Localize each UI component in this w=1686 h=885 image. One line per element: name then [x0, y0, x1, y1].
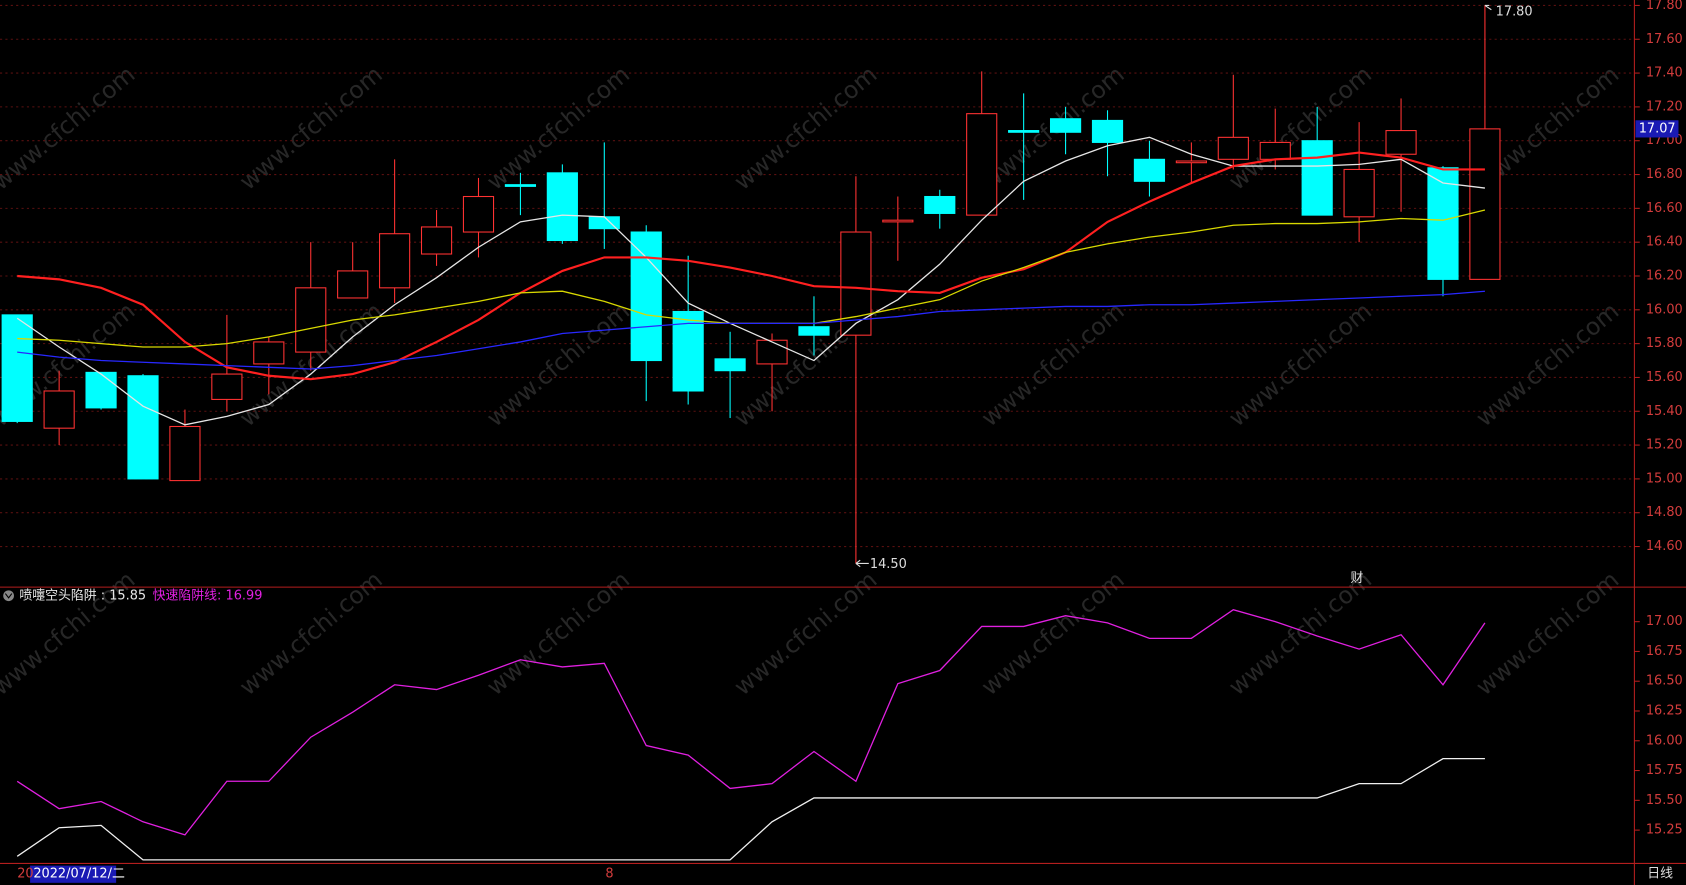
y-tick-label: 15.25	[1646, 823, 1683, 838]
candle-body	[253, 341, 285, 365]
candle-body	[882, 219, 914, 223]
y-tick-label: 15.60	[1646, 370, 1683, 385]
candle-body	[1385, 130, 1417, 155]
line	[16, 136, 1486, 426]
candle-body	[924, 195, 956, 214]
line	[17, 151, 1485, 381]
low-label: 14.50	[870, 557, 907, 572]
candle-body	[1091, 119, 1124, 143]
y-tick-label: 16.75	[1646, 644, 1683, 659]
y-tick-label: 15.20	[1646, 438, 1683, 453]
y-tick-label: 17.00	[1646, 614, 1683, 629]
y-tick-label: 16.00	[1646, 733, 1683, 748]
y-tick-label: 17.40	[1646, 66, 1683, 81]
candle-body	[756, 339, 788, 365]
legend-name: 快速陷阱线	[153, 588, 218, 603]
current-price: 17.07	[1639, 121, 1676, 136]
y-tick-label: 17.80	[1646, 0, 1683, 13]
candle-body	[1049, 118, 1082, 133]
legend: 喷嚏空头陷阱 : 15.85 快速陷阱线: 16.99	[19, 588, 262, 603]
legend-value: 16.99	[226, 588, 263, 603]
y-tick-label: 15.80	[1646, 336, 1683, 351]
legend-value: 15.85	[109, 588, 146, 603]
candle-body	[1008, 130, 1040, 133]
legend-icon-arrow	[4, 593, 13, 599]
y-tick-label: 16.20	[1646, 268, 1683, 283]
date-box	[30, 865, 117, 883]
candle-body	[337, 270, 369, 299]
legend-separator: :	[97, 588, 110, 603]
high-arrow	[1484, 4, 1492, 11]
candle-body	[43, 390, 75, 429]
cursor-date: 2022/07/12/二	[33, 867, 125, 882]
candle-body	[1469, 128, 1501, 280]
footer-mark: 8	[605, 867, 613, 882]
y-tick-label: 14.80	[1646, 505, 1683, 520]
candle-body	[630, 231, 662, 362]
y-tick-label: 16.50	[1646, 674, 1683, 689]
candle-body	[1301, 140, 1333, 216]
candle-body	[1133, 158, 1166, 182]
candle-body	[1, 314, 33, 422]
y-tick-label: 17.60	[1646, 32, 1683, 47]
candle-body	[798, 326, 830, 336]
candle-body	[1259, 141, 1291, 160]
candle-body	[420, 226, 453, 255]
candle-body	[462, 195, 495, 233]
candle-body	[504, 184, 537, 187]
y-tick-label: 16.00	[1646, 302, 1683, 317]
y-tick-label: 15.00	[1646, 471, 1683, 486]
line	[16, 757, 1485, 861]
candle-body	[127, 375, 159, 480]
candle-body	[211, 373, 243, 400]
period: 日线	[1647, 867, 1673, 882]
candle-body	[295, 287, 327, 353]
candle-body	[966, 113, 998, 216]
y-tick-label: 15.50	[1646, 793, 1683, 808]
line	[16, 609, 1486, 836]
legend-name: 喷嚏空头陷阱	[19, 588, 96, 603]
y-tick-label: 16.80	[1646, 167, 1683, 182]
legend-separator: :	[217, 588, 225, 603]
y-tick-label: 16.40	[1646, 235, 1683, 250]
y-tick-label: 16.25	[1646, 703, 1683, 718]
candle-body	[169, 425, 201, 482]
current-price-box	[1635, 120, 1679, 138]
event-marker: 财	[1351, 571, 1364, 586]
candle-body	[714, 358, 746, 372]
candle-body	[1175, 160, 1207, 164]
low-arrow	[855, 559, 869, 568]
legend-icon[interactable]	[3, 590, 14, 602]
y-tick-label: 15.40	[1646, 404, 1683, 419]
candle-body	[1217, 136, 1249, 160]
line	[17, 290, 1485, 370]
candle-body	[546, 172, 578, 242]
y-tick-label: 16.60	[1646, 201, 1683, 216]
footer-left: 20	[17, 867, 33, 882]
candle-body	[1343, 168, 1375, 218]
y-tick-label: 15.75	[1646, 763, 1683, 778]
candle-body	[1427, 167, 1459, 280]
y-tick-label: 14.60	[1646, 539, 1683, 554]
y-tick-label: 17.20	[1646, 99, 1683, 114]
candle-body	[85, 371, 117, 409]
high-label: 17.80	[1496, 4, 1533, 19]
candle-body	[379, 233, 411, 289]
